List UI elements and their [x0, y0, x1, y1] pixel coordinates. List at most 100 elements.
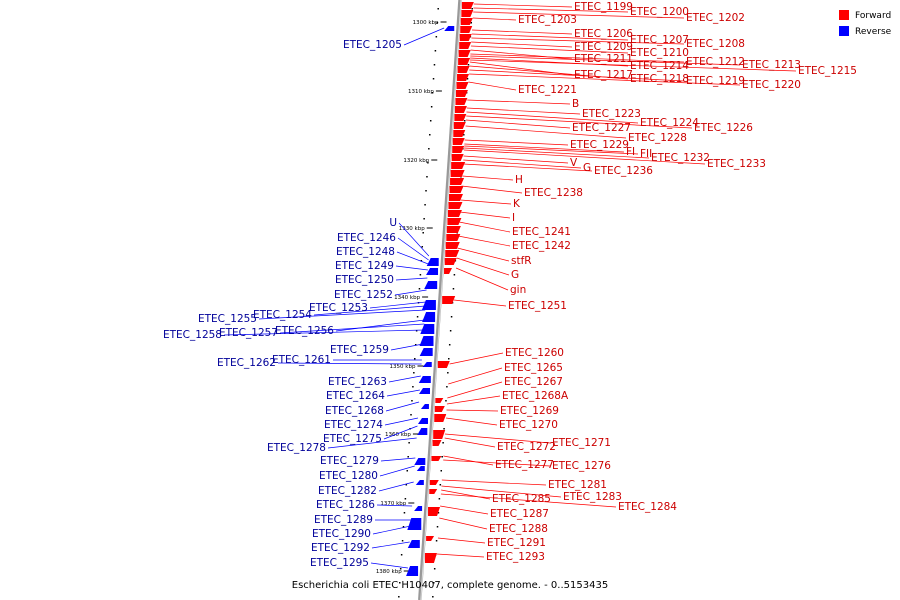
reverse-leader-line	[388, 375, 421, 383]
forward-gene-label: ETEC_1209	[574, 41, 633, 53]
minor-tick	[402, 526, 405, 528]
reverse-gene-label: ETEC_1292	[311, 542, 370, 554]
reverse-gene-label: U	[389, 217, 397, 229]
minor-tick	[436, 526, 439, 528]
forward-leader-line	[455, 267, 509, 291]
genome-backbone	[418, 0, 462, 600]
forward-leader-line	[471, 29, 573, 35]
forward-gene-label: ETEC_1270	[499, 419, 558, 431]
forward-gene-label: ETEC_1218	[630, 73, 689, 85]
minor-tick	[430, 106, 433, 108]
forward-leader-line	[464, 147, 650, 159]
forward-gene-label: ETEC_1200	[630, 6, 689, 18]
minor-tick	[453, 274, 456, 276]
forward-leader-line	[444, 437, 496, 448]
minor-tick	[434, 50, 437, 52]
forward-gene-label: ETEC_1214	[630, 60, 689, 72]
reverse-gene-label: ETEC_1282	[318, 485, 377, 497]
forward-gene	[444, 258, 457, 265]
minor-tick	[416, 316, 419, 318]
forward-gene	[451, 162, 466, 169]
forward-gene-label: ETEC_1238	[524, 187, 583, 199]
forward-leader-line	[457, 247, 510, 262]
minor-tick	[398, 596, 400, 598]
minor-tick	[447, 372, 449, 374]
forward-gene	[448, 202, 463, 209]
forward-leader-line	[440, 505, 489, 515]
forward-leader-line	[468, 81, 517, 91]
reverse-leader-line	[370, 562, 408, 569]
forward-leader-line	[471, 37, 685, 45]
minor-tick	[415, 330, 418, 332]
forward-leader-line	[469, 59, 797, 72]
forward-gene-label: ETEC_1203	[518, 14, 577, 26]
forward-gene-label: ETEC_1269	[500, 405, 559, 417]
reverse-gene-label: ETEC_1279	[320, 455, 379, 467]
reverse-leader-line	[394, 289, 427, 296]
forward-leader-line	[447, 381, 503, 399]
reverse-leader-line	[398, 222, 430, 257]
reverse-gene-label: ETEC_1246	[337, 232, 396, 244]
reverse-gene	[418, 376, 431, 383]
forward-gene	[429, 480, 439, 485]
forward-leader-line	[472, 17, 517, 21]
minor-tick	[411, 400, 413, 402]
reverse-gene	[422, 312, 436, 322]
forward-gene	[461, 10, 474, 17]
minor-tick	[425, 190, 427, 192]
reverse-leader-line	[403, 27, 445, 46]
forward-gene-label: ETEC_1215	[798, 65, 857, 77]
forward-gene-label: ETEC_1265	[504, 362, 563, 374]
minor-tick	[435, 540, 438, 542]
minor-tick	[463, 120, 466, 122]
reverse-leader-line	[223, 329, 424, 336]
forward-leader-line	[460, 199, 512, 205]
minor-tick	[414, 344, 417, 346]
reverse-gene	[414, 458, 426, 465]
forward-leader-line	[448, 367, 503, 385]
forward-leader-line	[459, 221, 511, 233]
forward-gene-label: ETEC_1287	[490, 508, 549, 520]
reverse-leader-line	[379, 465, 415, 477]
minor-tick	[439, 484, 442, 486]
genome-backbone-highlight	[420, 0, 462, 600]
forward-gene	[426, 536, 435, 541]
forward-leader-line	[470, 45, 629, 54]
reverse-leader-line	[378, 481, 414, 492]
forward-leader-line	[461, 185, 523, 194]
minor-tick	[407, 456, 409, 458]
reverse-leader-line	[371, 541, 410, 549]
forward-gene	[458, 50, 471, 57]
minor-tick	[433, 64, 436, 66]
forward-leader-line	[463, 155, 569, 164]
forward-gene	[447, 210, 462, 217]
forward-gene-label: ETEC_1217	[574, 69, 633, 81]
legend-swatch	[839, 10, 849, 20]
forward-leader-line	[439, 517, 488, 530]
minor-tick	[449, 330, 452, 332]
forward-gene	[454, 114, 467, 121]
forward-leader-line	[471, 33, 629, 41]
reverse-gene-label: ETEC_1261	[272, 354, 331, 366]
minor-tick	[405, 484, 408, 486]
forward-gene-label: ETEC_1228	[628, 132, 687, 144]
minor-tick	[399, 568, 402, 570]
forward-leader-line	[466, 107, 581, 115]
forward-leader-line	[459, 211, 511, 219]
forward-gene	[452, 146, 465, 153]
minor-tick	[401, 540, 404, 542]
forward-gene-label: stfR	[511, 255, 532, 267]
forward-gene	[446, 226, 461, 233]
reverse-leader-line	[376, 504, 413, 507]
forward-gene	[460, 26, 473, 33]
forward-gene	[456, 82, 469, 89]
reverse-leader-line	[390, 343, 424, 351]
forward-leader-line	[464, 143, 625, 153]
reverse-leader-line	[397, 237, 429, 261]
forward-gene	[457, 66, 470, 73]
scale-tick-label: 1300 kbp	[413, 20, 439, 26]
minor-tick	[470, 22, 473, 24]
minor-tick	[426, 176, 428, 178]
forward-leader-line	[446, 395, 501, 405]
